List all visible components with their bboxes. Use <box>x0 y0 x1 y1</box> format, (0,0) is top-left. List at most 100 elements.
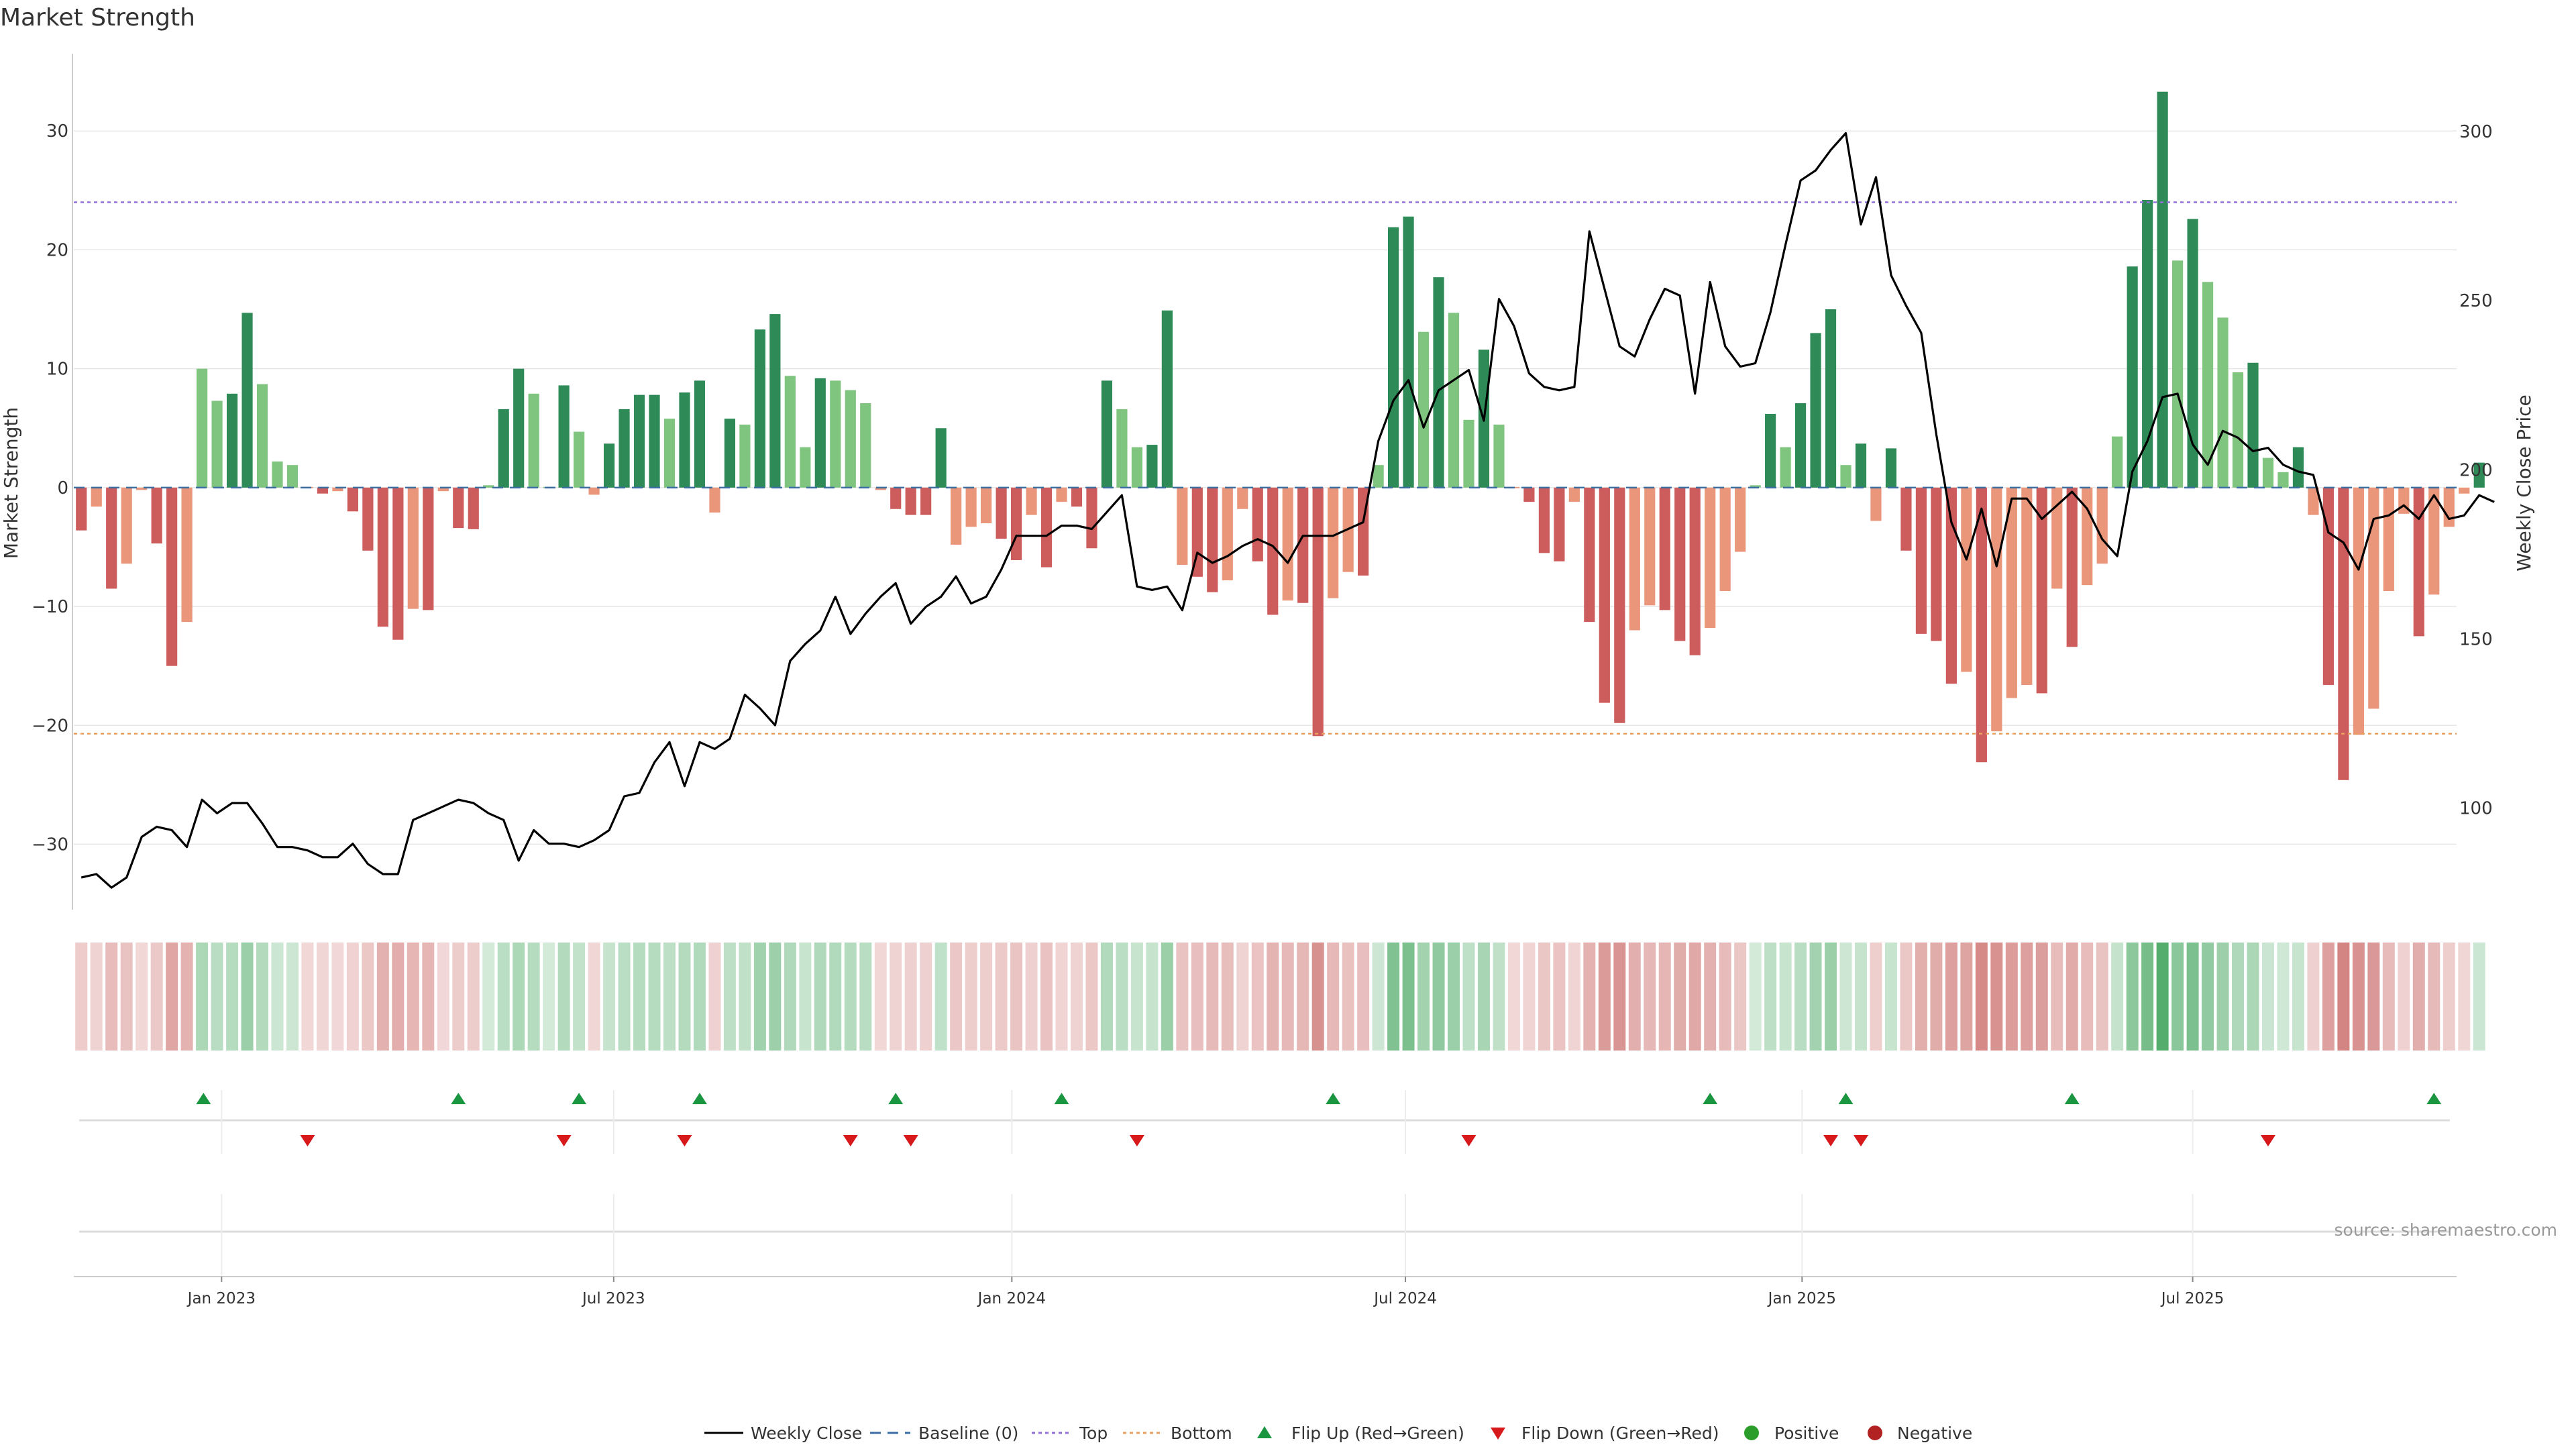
y2-tick-label: 200 <box>2459 460 2493 480</box>
heat-cell <box>346 943 359 1051</box>
heat-cell <box>271 943 284 1051</box>
heat-cell <box>1945 943 1957 1051</box>
strength-bar <box>830 380 841 488</box>
strength-bar <box>860 403 871 488</box>
legend-label: Negative <box>1897 1424 1972 1443</box>
strength-bar <box>1900 487 1912 551</box>
flip-up-marker <box>1703 1093 1718 1104</box>
legend-flip-up-marker <box>1257 1426 1272 1438</box>
heat-cell <box>1960 943 1973 1051</box>
flip-up-marker <box>451 1093 466 1104</box>
strength-bar <box>1177 487 1188 566</box>
strength-bar <box>2036 487 2047 694</box>
strength-bar <box>241 313 253 488</box>
strength-bar <box>1750 485 1761 488</box>
heat-cell <box>1523 943 1536 1051</box>
flip-down-marker <box>300 1135 315 1146</box>
heat-cell <box>1462 943 1475 1051</box>
strength-bar <box>1644 487 1656 606</box>
legend-label: Flip Down (Green→Red) <box>1521 1424 1719 1443</box>
strength-bar <box>1433 277 1444 488</box>
strength-bar <box>1161 310 1173 488</box>
flip-up-marker <box>2426 1093 2442 1104</box>
strength-bar <box>1297 487 1309 603</box>
heat-cell <box>663 943 676 1051</box>
strength-bar <box>2428 487 2440 595</box>
strength-bar <box>106 487 117 589</box>
strength-bar <box>136 487 148 490</box>
heat-cell <box>1538 943 1550 1051</box>
y2-tick-label: 250 <box>2459 291 2493 311</box>
strength-bar <box>332 487 343 492</box>
chart-title: Market Strength <box>0 4 195 32</box>
strength-bar <box>619 409 630 488</box>
heat-cell <box>105 943 118 1051</box>
strength-bar <box>558 385 570 488</box>
strength-bar <box>1387 227 1399 488</box>
heat-cell <box>2473 943 2485 1051</box>
strength-bar <box>272 461 283 488</box>
strength-bar <box>663 419 676 488</box>
heat-cell <box>331 943 344 1051</box>
heat-cell <box>1855 943 1867 1051</box>
strength-bar <box>905 487 916 515</box>
heat-cell <box>1327 943 1340 1051</box>
heat-cell <box>2412 943 2425 1051</box>
heat-cell <box>2186 943 2199 1051</box>
heat-cell <box>1719 943 1731 1051</box>
strength-bar <box>407 487 419 609</box>
strength-bar <box>1538 487 1550 553</box>
strength-bar <box>437 487 449 492</box>
heat-cell <box>2261 943 2274 1051</box>
date-tick-label: Jul 2025 <box>2160 1290 2224 1307</box>
heat-cell <box>1734 943 1747 1051</box>
heat-cell <box>799 943 812 1051</box>
strength-bar <box>1328 487 1339 598</box>
heat-cell <box>1930 943 1943 1051</box>
heat-cell <box>1749 943 1762 1051</box>
heat-cell <box>482 943 495 1051</box>
y-tick-label: −30 <box>32 835 68 855</box>
flip-down-marker <box>903 1135 918 1146</box>
heat-cell <box>753 943 766 1051</box>
flip-up-marker <box>1054 1093 1069 1104</box>
heat-cell <box>557 943 570 1051</box>
strength-bar <box>1568 487 1580 502</box>
flip-up-marker <box>888 1093 904 1104</box>
heat-cell <box>814 943 826 1051</box>
flip-up-marker <box>2064 1093 2080 1104</box>
strength-bar <box>1040 487 1053 568</box>
heat-cell <box>2307 943 2320 1051</box>
heat-cell <box>2428 943 2440 1051</box>
heat-cell <box>1613 943 1626 1051</box>
strength-bar <box>392 487 404 640</box>
heat-cell <box>2292 943 2304 1051</box>
heat-cell <box>2202 943 2214 1051</box>
strength-bar <box>996 487 1007 539</box>
strength-bar <box>1885 448 1897 488</box>
heat-cell <box>890 943 902 1051</box>
date-tick-label: Jul 2023 <box>581 1290 645 1307</box>
strength-bar <box>1931 487 1942 641</box>
y-axis-title: Market Strength <box>0 407 22 559</box>
strength-bar <box>1222 487 1233 581</box>
heat-cell <box>2081 943 2094 1051</box>
heat-cell <box>1553 943 1566 1051</box>
strength-bar <box>2308 487 2319 515</box>
heat-cell <box>316 943 329 1051</box>
heat-cell <box>723 943 736 1051</box>
heat-cell <box>1794 943 1807 1051</box>
heat-cell <box>1779 943 1792 1051</box>
strength-bar <box>423 487 434 610</box>
heat-cell <box>784 943 796 1051</box>
strength-bar <box>1705 487 1716 628</box>
heat-cell <box>844 943 857 1051</box>
heat-cell <box>1267 943 1279 1051</box>
heat-cell <box>2126 943 2139 1051</box>
y2-tick-label: 150 <box>2459 630 2493 650</box>
heat-cell <box>829 943 842 1051</box>
heat-cell <box>934 943 947 1051</box>
strength-bar <box>1855 443 1867 488</box>
heat-cell <box>1206 943 1219 1051</box>
